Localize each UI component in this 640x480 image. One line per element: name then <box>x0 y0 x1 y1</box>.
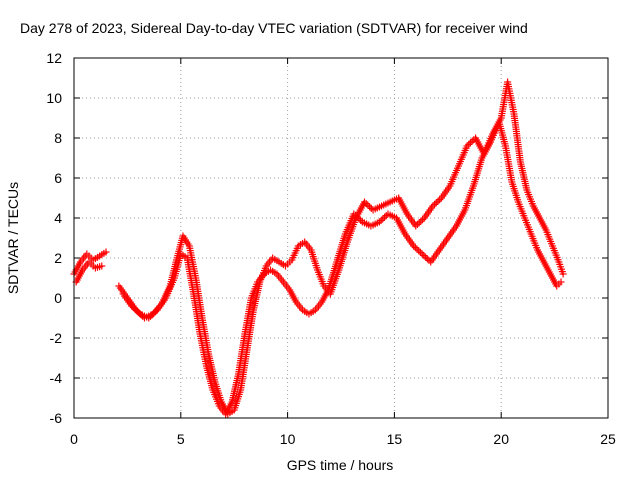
data-point <box>377 216 385 224</box>
data-point <box>415 247 423 255</box>
data-point <box>417 217 425 225</box>
y-tick-label: 12 <box>46 50 62 66</box>
data-point <box>420 252 428 260</box>
data-point <box>429 202 437 210</box>
data-point <box>375 218 383 226</box>
data-point <box>436 196 444 204</box>
data-point <box>557 278 565 286</box>
y-tick-label: 8 <box>54 130 62 146</box>
y-tick-label: 2 <box>54 250 62 266</box>
data-point <box>353 213 361 221</box>
x-tick-label: 20 <box>493 431 509 447</box>
y-axis-label: SDTVAR / TECUs <box>5 182 21 294</box>
data-point <box>148 311 156 319</box>
data-point <box>360 198 368 206</box>
data-point <box>416 248 424 256</box>
y-tick-label: -4 <box>50 370 63 386</box>
data-point <box>152 308 160 316</box>
data-point <box>422 253 430 261</box>
data-point <box>146 312 154 320</box>
x-tick-label: 5 <box>177 431 185 447</box>
data-point <box>355 215 363 223</box>
data-point <box>431 200 439 208</box>
data-point <box>366 203 374 211</box>
data-point <box>145 314 153 322</box>
data-point <box>413 245 421 253</box>
chart-title: Day 278 of 2023, Sidereal Day-to-day VTE… <box>20 20 528 36</box>
data-point <box>418 250 426 258</box>
data-point <box>102 248 110 256</box>
data-point <box>468 137 476 145</box>
data-point <box>357 216 365 224</box>
plot-marks <box>70 78 567 418</box>
axis-ticks: 0 5 10 15 20 25 -6 -4 -2 0 2 4 6 8 10 12 <box>46 50 616 447</box>
data-point <box>413 220 421 228</box>
data-point <box>410 242 418 250</box>
data-point <box>463 142 471 150</box>
data-point <box>133 307 141 315</box>
y-tick-label: 6 <box>54 170 62 186</box>
x-tick-label: 0 <box>70 431 78 447</box>
x-tick-label: 10 <box>280 431 296 447</box>
x-tick-label: 25 <box>600 431 616 447</box>
data-point <box>364 201 372 209</box>
x-tick-label: 15 <box>387 431 403 447</box>
data-point <box>432 199 440 207</box>
data-point <box>131 305 139 313</box>
data-point <box>381 213 389 221</box>
data-point <box>423 255 431 263</box>
y-tick-label: -6 <box>50 410 63 426</box>
y-tick-label: -2 <box>50 330 63 346</box>
data-point <box>362 200 370 208</box>
data-point <box>98 262 106 270</box>
plot-frame <box>73 57 609 419</box>
data-point <box>382 212 390 220</box>
data-point <box>465 140 473 148</box>
data-point <box>411 244 419 252</box>
data-point <box>379 215 387 223</box>
data-point <box>128 302 136 310</box>
data-point <box>559 270 567 278</box>
data-point <box>129 304 137 312</box>
data-point <box>150 309 158 317</box>
data-point <box>135 308 143 316</box>
data-point <box>419 216 427 224</box>
data-point <box>352 212 360 220</box>
data-point <box>412 222 420 230</box>
data-point <box>466 139 474 147</box>
data-point <box>415 219 423 227</box>
y-tick-label: 0 <box>54 290 62 306</box>
data-point <box>350 210 358 218</box>
y-tick-label: 4 <box>54 210 62 226</box>
y-tick-label: 10 <box>46 90 62 106</box>
x-axis-label: GPS time / hours <box>287 457 394 473</box>
data-point <box>434 197 442 205</box>
